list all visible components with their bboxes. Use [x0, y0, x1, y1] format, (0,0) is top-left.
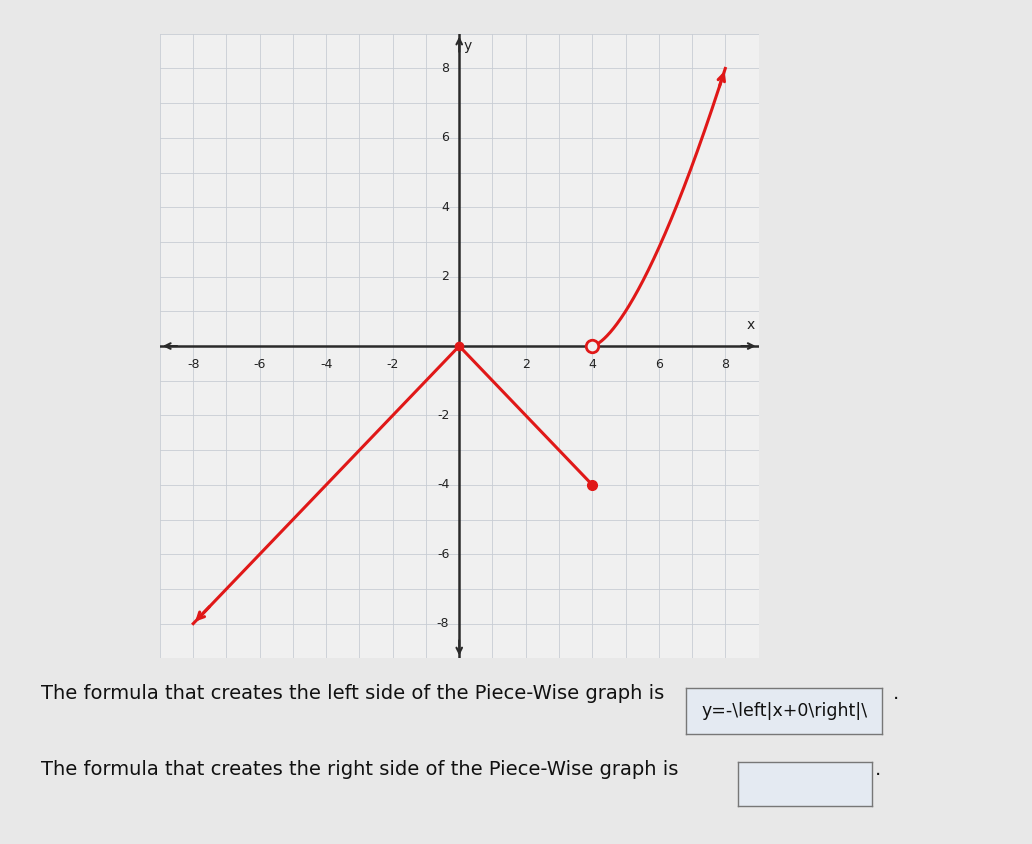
Text: -4: -4	[437, 479, 449, 491]
Text: -6: -6	[437, 548, 449, 560]
Text: 6: 6	[442, 132, 449, 144]
Text: 2: 2	[522, 358, 529, 371]
Text: x: x	[747, 318, 755, 333]
Text: -2: -2	[387, 358, 399, 371]
Text: 8: 8	[721, 358, 730, 371]
Text: 4: 4	[442, 201, 449, 214]
Text: -6: -6	[254, 358, 266, 371]
Text: 6: 6	[655, 358, 663, 371]
Text: -2: -2	[437, 409, 449, 422]
Text: 4: 4	[588, 358, 596, 371]
Text: .: .	[875, 760, 881, 779]
Text: The formula that creates the left side of the Piece-Wise graph is: The formula that creates the left side o…	[41, 684, 665, 703]
Text: The formula that creates the right side of the Piece-Wise graph is: The formula that creates the right side …	[41, 760, 679, 779]
Text: y=-\left|x+0\right|\: y=-\left|x+0\right|\	[702, 702, 867, 720]
Text: -8: -8	[437, 617, 449, 630]
Text: -4: -4	[320, 358, 332, 371]
Text: y: y	[463, 39, 472, 53]
Text: .: .	[893, 684, 899, 703]
Text: 2: 2	[442, 270, 449, 283]
Text: -8: -8	[187, 358, 199, 371]
Text: 8: 8	[442, 62, 449, 75]
